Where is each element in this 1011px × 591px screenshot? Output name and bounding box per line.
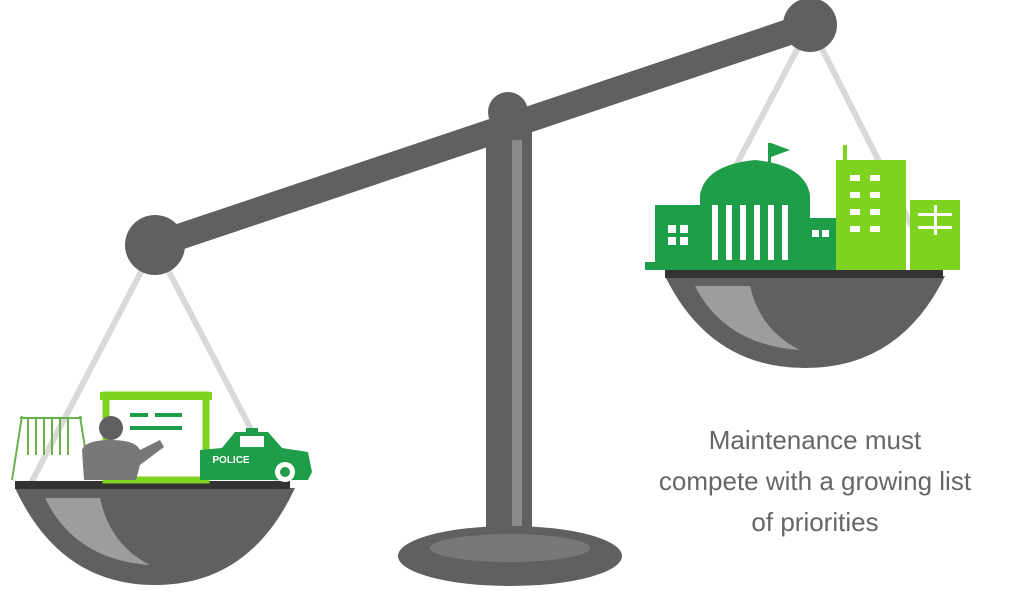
caption-line: of priorities [751, 507, 878, 537]
pivot-left [125, 215, 185, 275]
post-highlight [512, 140, 522, 540]
caption-line: compete with a growing list [659, 466, 972, 496]
post [486, 120, 532, 550]
car-window [240, 436, 264, 447]
car-label: POLICE [212, 455, 250, 466]
pan-right-rim [665, 270, 943, 278]
pivot-right [783, 0, 837, 52]
caption-line: Maintenance must [709, 425, 922, 455]
car-hub [280, 467, 290, 477]
swing [12, 416, 90, 480]
tower-antenna [843, 145, 847, 161]
car-light [246, 428, 258, 433]
base-highlight [430, 534, 590, 562]
scale-illustration: POLICE Maintenance must compete with a g… [0, 0, 1011, 591]
pivot-center [488, 92, 528, 132]
person-head [99, 416, 123, 440]
page: POLICE Maintenance must compete with a g… [0, 0, 1011, 591]
board-top [100, 392, 212, 400]
